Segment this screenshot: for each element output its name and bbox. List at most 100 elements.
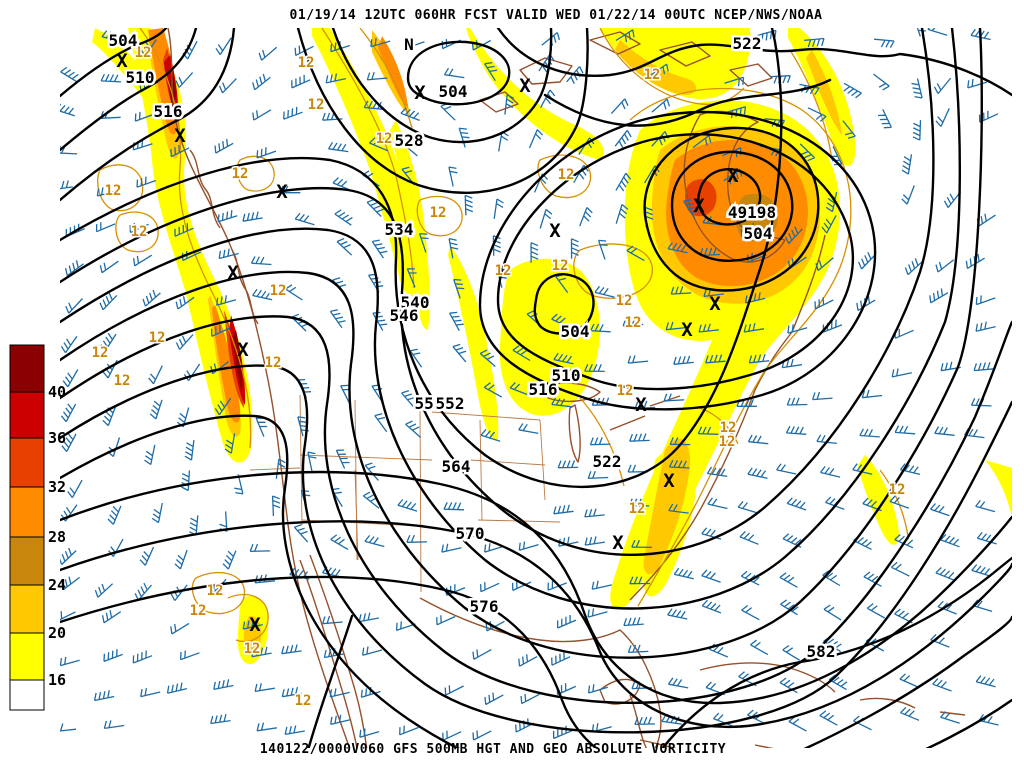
wind-barb bbox=[256, 147, 277, 159]
wind-barb bbox=[136, 176, 157, 188]
wind-barb bbox=[891, 368, 912, 378]
wind-barb bbox=[819, 466, 841, 478]
vorticity-contour-label: 12 bbox=[207, 583, 224, 599]
wind-barb bbox=[374, 413, 388, 433]
wind-barb bbox=[547, 580, 567, 591]
wind-barb bbox=[60, 180, 73, 190]
wind-barb bbox=[250, 256, 272, 266]
height-contour-layer bbox=[60, 28, 1012, 748]
colorbar-segment bbox=[9, 344, 45, 393]
wind-barb bbox=[60, 335, 78, 354]
wind-barb bbox=[129, 223, 149, 234]
wind-barb bbox=[242, 618, 263, 630]
wind-barb bbox=[149, 399, 163, 420]
wind-barb bbox=[182, 40, 198, 60]
wind-barb bbox=[937, 600, 957, 615]
wind-barb bbox=[175, 334, 194, 350]
wind-barb bbox=[101, 610, 122, 624]
wind-barb bbox=[701, 599, 722, 614]
wind-barb bbox=[697, 426, 719, 435]
wind-barb bbox=[623, 617, 644, 627]
wind-barb bbox=[842, 120, 856, 139]
vorticity-max-x: X bbox=[549, 220, 561, 242]
wind-barb bbox=[370, 37, 391, 48]
wind-barb bbox=[927, 28, 948, 36]
wind-barb bbox=[858, 251, 876, 270]
wind-barb bbox=[100, 332, 117, 352]
wind-barb bbox=[452, 343, 467, 363]
wind-barb bbox=[894, 425, 916, 435]
wind-barb bbox=[363, 100, 385, 111]
wind-barb bbox=[785, 226, 803, 244]
vorticity-max-x: X bbox=[681, 319, 693, 341]
wind-barb bbox=[132, 254, 153, 267]
wind-barb bbox=[615, 29, 635, 43]
vorticity-max-x: X bbox=[612, 532, 624, 554]
vorticity-contour-label: 12 bbox=[644, 67, 661, 83]
wind-barb bbox=[404, 39, 425, 50]
wind-barb bbox=[541, 31, 561, 46]
wind-barb bbox=[889, 495, 910, 509]
wind-barb bbox=[551, 651, 571, 666]
wind-barb bbox=[584, 363, 605, 373]
wind-barb bbox=[667, 608, 688, 620]
wind-barb bbox=[140, 39, 157, 57]
wind-barb bbox=[60, 723, 77, 732]
wind-barb bbox=[283, 106, 303, 120]
wind-barb bbox=[726, 106, 747, 119]
wind-barb bbox=[731, 36, 752, 49]
wind-barb bbox=[436, 615, 456, 626]
height-contour-label: 516 bbox=[154, 102, 183, 121]
wind-barb bbox=[971, 564, 992, 577]
wind-barb bbox=[401, 389, 416, 409]
vorticity-max-x: X bbox=[414, 82, 426, 104]
wind-barb bbox=[933, 77, 952, 95]
wind-barb bbox=[587, 608, 608, 618]
colorbar-tick-label: 16 bbox=[48, 671, 66, 689]
height-contour-label: 570 bbox=[456, 524, 485, 543]
height-contour-label: 576 bbox=[470, 597, 499, 616]
vorticity-shading-layer bbox=[92, 28, 1012, 665]
wind-barb bbox=[256, 722, 277, 732]
wind-barb bbox=[294, 212, 315, 226]
wind-barb bbox=[330, 714, 351, 726]
wind-barb bbox=[551, 313, 570, 329]
wind-barb bbox=[861, 389, 883, 399]
wind-barb bbox=[249, 543, 271, 552]
wind-barb bbox=[707, 497, 728, 510]
wind-barb bbox=[629, 576, 650, 585]
height-contour-label: 504 bbox=[109, 31, 138, 50]
vorticity-contour-label: 12 bbox=[430, 205, 447, 221]
vorticity-max-x: X bbox=[227, 262, 239, 284]
wind-barb bbox=[284, 725, 305, 736]
wind-barb bbox=[401, 139, 418, 157]
wind-barb bbox=[184, 440, 195, 461]
wind-barb bbox=[976, 213, 996, 227]
wind-barb bbox=[935, 567, 955, 581]
wind-barb bbox=[210, 324, 231, 337]
wind-barb bbox=[321, 112, 343, 121]
height-contour-label: 516 bbox=[529, 380, 558, 399]
wind-barb bbox=[291, 74, 311, 89]
wind-barb bbox=[151, 502, 163, 524]
wind-barb bbox=[361, 646, 383, 656]
wind-barb bbox=[701, 527, 722, 540]
vorticity-contour-label: 12 bbox=[552, 258, 569, 274]
vorticity-label-layer: 12 12 12 12 12 12 12 12 12 12 12 12 12 12 12 12 12 12 12 12… bbox=[90, 44, 907, 711]
wind-barb bbox=[64, 260, 84, 277]
wind-barb bbox=[594, 285, 615, 298]
forecast-title: 01/19/14 12UTC 060HR FCST VALID WED 01/2… bbox=[290, 8, 823, 23]
vorticity-contour-label: 12 bbox=[376, 131, 393, 147]
vorticity-max-x: X bbox=[237, 339, 249, 361]
wind-barb bbox=[629, 433, 650, 442]
wind-barb bbox=[65, 298, 83, 314]
vorticity-contour-label: 12 bbox=[105, 183, 122, 199]
wind-barb bbox=[479, 349, 496, 367]
wind-barb bbox=[894, 328, 914, 339]
wind-barb bbox=[144, 444, 156, 466]
wind-barb bbox=[627, 355, 649, 364]
wind-barb bbox=[65, 223, 85, 238]
